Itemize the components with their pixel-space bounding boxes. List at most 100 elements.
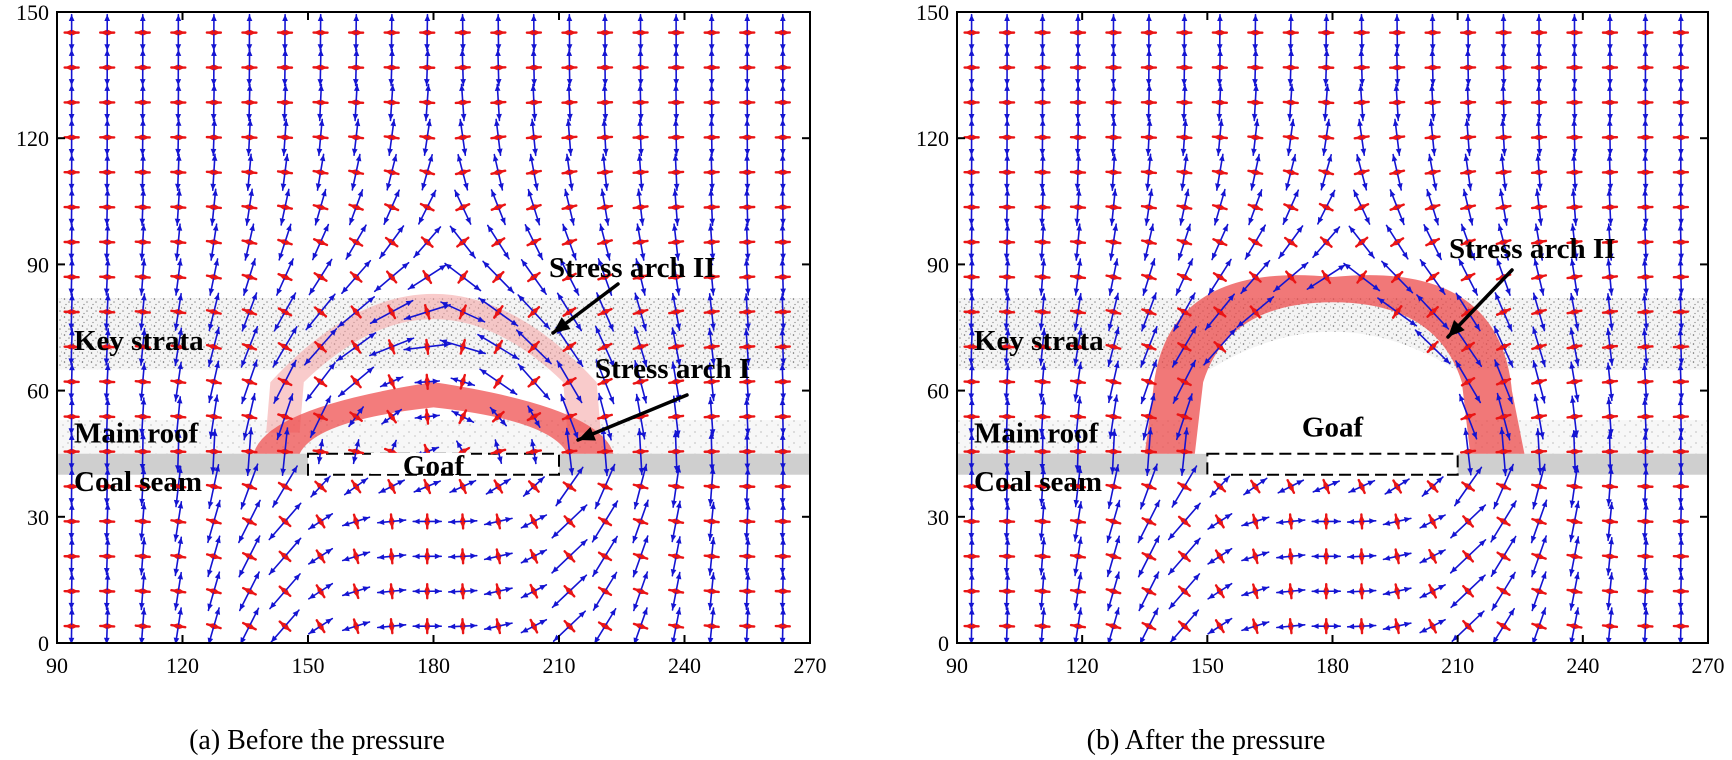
minor-stress-arrow-head (964, 483, 972, 490)
minor-stress-arrow-head (1254, 239, 1262, 246)
major-stress-arrow-head (1140, 501, 1146, 509)
major-stress-arrow-head (1003, 567, 1010, 575)
major-stress-arrow-head (1040, 328, 1047, 336)
major-stress-arrow-head (503, 251, 509, 259)
major-stress-arrow-head (1003, 218, 1010, 226)
minor-stress-arrow-head (1323, 514, 1330, 521)
minor-stress-arrow-head (214, 29, 221, 36)
minor-stress-arrow-head (1071, 623, 1078, 629)
minor-stress-arrow-head (278, 482, 286, 489)
major-stress-arrow-head (330, 328, 337, 336)
minor-stress-arrow-head (1007, 553, 1015, 560)
major-stress-arrow-head (1073, 534, 1079, 542)
major-stress-arrow-head (1243, 488, 1251, 495)
major-stress-arrow-head (317, 44, 324, 51)
major-stress-arrow-head (675, 536, 682, 544)
major-stress-arrow-head (1039, 463, 1046, 471)
minor-stress-arrow-head (178, 588, 186, 595)
major-stress-arrow-head (478, 348, 486, 355)
minor-stress-arrow-head (633, 448, 641, 455)
minor-stress-arrow-head (964, 169, 972, 176)
minor-stress-arrow-head (1394, 591, 1401, 599)
major-stress-arrow-head (1369, 588, 1376, 594)
major-stress-arrow-head (139, 288, 145, 296)
minor-stress-arrow-head (1078, 239, 1085, 246)
major-stress-arrow-head (1463, 154, 1470, 162)
minor-stress-arrow-head (355, 239, 363, 246)
minor-stress-arrow-head (640, 204, 648, 210)
major-stress-arrow-head (1430, 79, 1436, 86)
minor-stress-arrow-head (1425, 134, 1433, 141)
major-stress-arrow-head (780, 608, 786, 615)
major-stress-arrow-head (779, 119, 786, 126)
major-stress-arrow-head (173, 499, 180, 507)
major-stress-arrow-head (1430, 148, 1437, 156)
major-stress-arrow-head (1073, 499, 1080, 507)
minor-stress-arrow-head (278, 169, 285, 176)
minor-stress-arrow-head (319, 414, 327, 420)
minor-stress-arrow-head (1432, 169, 1440, 175)
minor-stress-arrow-head (1354, 64, 1362, 71)
major-stress-arrow-head (1252, 79, 1258, 86)
major-stress-arrow-head (1461, 224, 1467, 232)
major-stress-arrow-head (328, 294, 335, 302)
minor-stress-arrow-head (669, 29, 676, 36)
major-stress-arrow-head (780, 183, 786, 191)
minor-stress-arrow-head (207, 309, 214, 315)
minor-stress-arrow-head (1070, 29, 1078, 36)
minor-stress-arrow-head (704, 64, 712, 71)
major-stress-arrow-head (1253, 84, 1259, 92)
minor-stress-arrow-head (532, 341, 539, 349)
major-stress-arrow-head (641, 359, 648, 367)
major-stress-arrow-head (505, 586, 513, 593)
major-stress-arrow-head (104, 608, 111, 615)
major-stress-arrow-head (641, 323, 647, 331)
major-stress-arrow-head (1112, 224, 1119, 231)
minor-stress-arrow-head (747, 204, 755, 211)
minor-stress-arrow-head (498, 134, 506, 141)
minor-stress-arrow-head (775, 588, 783, 595)
major-stress-arrow-head (1333, 623, 1341, 630)
major-stress-arrow-head (1179, 218, 1185, 225)
minor-stress-arrow-head (604, 554, 611, 560)
major-stress-arrow-head (1038, 428, 1045, 436)
minor-stress-arrow-head (1322, 271, 1329, 279)
minor-stress-arrow-head (496, 306, 503, 314)
minor-stress-arrow-head (569, 204, 577, 210)
major-stress-arrow-head (104, 463, 110, 470)
major-stress-arrow-head (1177, 252, 1184, 260)
minor-stress-arrow-head (640, 169, 648, 176)
major-stress-arrow-head (605, 253, 611, 260)
minor-stress-arrow-head (676, 518, 684, 525)
major-stress-arrow-head (1185, 224, 1191, 232)
minor-stress-arrow-head (353, 549, 359, 557)
major-stress-arrow-head (608, 323, 614, 331)
minor-stress-arrow-head (972, 378, 979, 385)
major-stress-arrow-head (318, 119, 325, 127)
major-stress-arrow-head (1004, 183, 1010, 191)
minor-stress-arrow-head (64, 309, 72, 315)
major-stress-arrow-head (177, 293, 183, 301)
major-stress-arrow-head (510, 319, 518, 326)
minor-stress-arrow-head (1326, 99, 1334, 106)
minor-stress-arrow-head (964, 518, 972, 525)
minor-stress-arrow-head (72, 169, 79, 176)
minor-stress-arrow-head (676, 134, 684, 141)
major-stress-arrow-head (1181, 49, 1188, 56)
minor-stress-arrow-head (640, 553, 648, 560)
minor-stress-arrow-head (1078, 553, 1085, 560)
minor-stress-arrow-head (747, 29, 755, 36)
minor-stress-arrow-head (279, 586, 287, 594)
major-stress-arrow-head (602, 44, 608, 51)
minor-stress-arrow-head (676, 239, 684, 245)
minor-stress-arrow-head (72, 344, 79, 350)
major-stress-arrow-head (745, 323, 751, 330)
major-stress-arrow-head (1394, 79, 1401, 86)
minor-stress-arrow-head (676, 204, 684, 210)
major-stress-arrow-head (432, 413, 440, 419)
major-stress-arrow-head (1148, 224, 1155, 232)
major-stress-arrow-head (552, 531, 559, 538)
major-stress-arrow-head (1403, 551, 1411, 558)
minor-stress-arrow-head (143, 99, 150, 106)
major-stress-arrow-head (779, 533, 786, 540)
